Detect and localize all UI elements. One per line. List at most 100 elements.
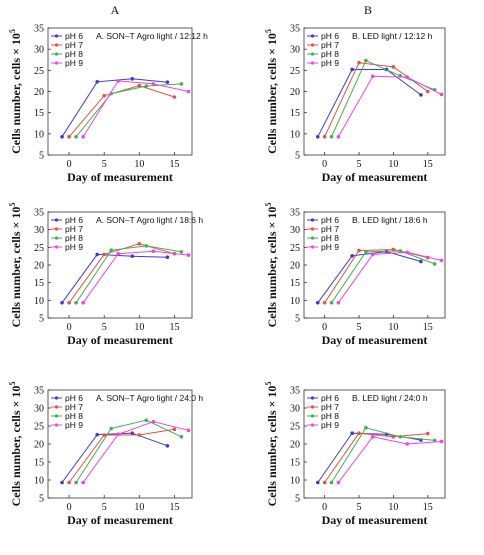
y-tick-label: 30: [34, 225, 44, 236]
y-tick-label: 30: [290, 404, 300, 415]
series-line: [338, 436, 442, 483]
series-line: [317, 69, 422, 138]
data-point: [137, 83, 142, 88]
legend-marker: [54, 227, 59, 231]
data-point: [60, 301, 64, 305]
data-point: [151, 82, 156, 86]
y-tick-label: 30: [290, 225, 300, 236]
series-line: [337, 251, 442, 304]
legend-entry: pH 9: [65, 58, 83, 68]
data-point: [322, 134, 327, 139]
data-point: [144, 418, 149, 423]
series-line: [68, 85, 175, 138]
legend-entry: pH 8: [65, 233, 83, 243]
data-point: [350, 254, 354, 258]
data-point: [186, 89, 191, 94]
data-point: [329, 480, 334, 485]
legend-entry: pH 8: [321, 49, 339, 59]
legend-marker: [310, 405, 315, 409]
y-tick-label: 35: [290, 386, 300, 397]
y-tick-label: 20: [290, 87, 300, 98]
x-tick-label: 5: [102, 159, 107, 170]
data-point: [74, 301, 78, 305]
y-tick-label: 5: [39, 314, 44, 325]
data-point: [426, 89, 430, 94]
data-point: [322, 301, 327, 305]
data-point: [74, 480, 78, 485]
x-axis-label: Day of measurement: [67, 170, 173, 184]
legend-entry: pH 7: [65, 224, 83, 234]
y-tick-label: 15: [34, 278, 44, 289]
data-point: [405, 442, 409, 446]
data-point: [165, 80, 170, 84]
data-point: [439, 439, 444, 444]
series-line: [75, 245, 182, 304]
data-point: [391, 65, 396, 69]
y-tick-label: 25: [34, 243, 44, 254]
legend-marker: [54, 52, 59, 56]
legend-marker: [310, 414, 315, 418]
legend-marker: [310, 52, 315, 56]
panel-title: A. SON–T Agro light / 12:12 h: [96, 31, 208, 41]
data-point: [172, 427, 177, 432]
x-tick-label: 15: [169, 159, 179, 170]
x-tick-label: 10: [134, 322, 144, 333]
x-tick-label: 10: [388, 322, 398, 333]
y-tick-label: 25: [290, 66, 300, 77]
y-axis-label-superscript: 5: [264, 203, 273, 207]
y-axis-label-superscript: 5: [264, 382, 273, 386]
y-tick-label: 30: [34, 404, 44, 415]
series-line: [75, 83, 182, 138]
y-axis-label: Cells number, cells × 105: [264, 203, 279, 328]
data-point: [357, 431, 361, 436]
data-point: [405, 250, 409, 255]
data-point: [432, 262, 437, 266]
column-label-a: A: [111, 3, 120, 17]
data-point: [357, 248, 361, 253]
x-tick-label: 0: [322, 502, 327, 513]
x-tick-label: 0: [67, 159, 72, 170]
data-point: [315, 134, 320, 139]
data-point: [165, 444, 170, 448]
legend-entry: pH 7: [321, 224, 339, 234]
legend-entry: pH 8: [321, 233, 339, 243]
legend-entry: pH 8: [65, 49, 83, 59]
data-point: [322, 480, 327, 485]
x-tick-label: 10: [134, 159, 144, 170]
legend-marker: [310, 43, 315, 47]
data-point: [405, 75, 409, 79]
x-tick-label: 5: [357, 322, 362, 333]
data-point: [186, 428, 191, 433]
data-point: [179, 82, 184, 86]
data-point: [165, 255, 170, 260]
y-tick-label: 10: [290, 129, 300, 140]
data-point: [67, 134, 71, 139]
legend-entry: pH 9: [321, 58, 339, 68]
data-point: [329, 301, 334, 305]
legend-marker: [310, 34, 315, 38]
legend-marker: [310, 61, 315, 65]
data-point: [370, 74, 375, 79]
y-tick-label: 10: [34, 129, 44, 140]
data-point: [144, 84, 149, 88]
y-tick-label: 35: [290, 24, 300, 35]
data-point: [350, 67, 354, 72]
data-point: [336, 134, 341, 139]
x-tick-label: 10: [134, 502, 144, 513]
legend-entry: pH 7: [65, 40, 83, 50]
series-line: [317, 251, 422, 304]
y-tick-label: 15: [34, 108, 44, 119]
data-point: [109, 248, 114, 252]
column-label-b: B: [364, 3, 372, 17]
y-tick-label: 5: [295, 151, 300, 162]
legend-marker: [54, 245, 59, 249]
y-axis-label: Cells number, cells × 105: [264, 29, 279, 154]
y-tick-label: 10: [290, 296, 300, 307]
y-tick-label: 25: [34, 66, 44, 77]
legend-entry: pH 6: [321, 393, 339, 403]
data-point: [419, 93, 423, 97]
legend-marker: [54, 34, 59, 38]
